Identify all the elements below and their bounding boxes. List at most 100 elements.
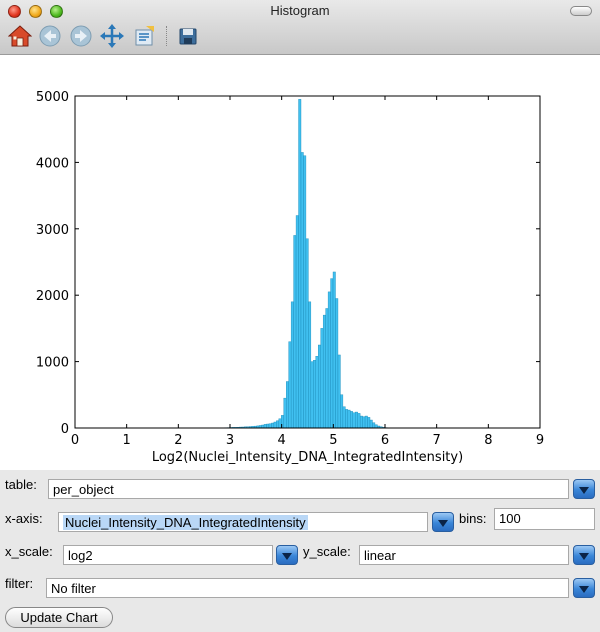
toolbar-toggle-button[interactable] — [570, 6, 592, 16]
x-axis-label: Log2(Nuclei_Intensity_DNA_IntegratedInte… — [152, 450, 463, 465]
x-scale-select[interactable]: log2 — [63, 545, 273, 565]
histogram-bar — [330, 278, 334, 429]
controls-panel: table: per_object x-axis: Nuclei_Intensi… — [0, 470, 600, 632]
histogram-chart[interactable]: 0 1 2 3 4 5 6 7 8 9 0 1000 2000 3000 4000 5000 Log2(Nuc… — [0, 55, 600, 470]
x-tick-label: 5 — [329, 433, 337, 448]
x-axis-label-field: x-axis: — [5, 511, 43, 526]
histogram-bar — [340, 394, 344, 429]
x-tick-label: 6 — [381, 433, 389, 448]
histogram-bar — [266, 423, 270, 429]
histogram-bar — [310, 361, 314, 429]
histogram-bar — [268, 423, 272, 429]
bins-label: bins: — [459, 511, 487, 526]
histogram-bar — [347, 409, 351, 429]
histogram-bar — [273, 421, 277, 429]
histogram-bar — [342, 406, 346, 429]
x-tick-label: 0 — [71, 433, 79, 448]
histogram-bar — [300, 152, 304, 429]
x-tick-label: 1 — [123, 433, 131, 448]
configure-subplots-icon[interactable] — [132, 24, 156, 48]
y-tick-label: 2000 — [36, 289, 69, 304]
histogram-bar — [286, 381, 289, 429]
histogram-bar — [313, 360, 316, 429]
histogram-bar — [290, 301, 294, 429]
filter-value: No filter — [51, 581, 96, 596]
histogram-bar — [318, 344, 321, 429]
y-tick-label: 4000 — [36, 156, 69, 171]
histogram-bar — [325, 308, 329, 429]
save-icon[interactable] — [176, 24, 200, 48]
histogram-bar — [295, 215, 299, 429]
histogram-bar — [293, 235, 297, 429]
zoom-window-button[interactable] — [50, 5, 63, 18]
y-tick-label: 0 — [61, 422, 69, 437]
title-bar: Histogram — [0, 0, 600, 55]
histogram-bar — [355, 411, 358, 429]
x-tick-label: 3 — [226, 433, 234, 448]
histogram-bar — [305, 238, 309, 429]
histogram-bar — [276, 420, 280, 429]
plot-area: 0 1 2 3 4 5 6 7 8 9 0 1000 2000 3000 4000 5000 Log2(Nuc… — [0, 55, 600, 470]
table-value: per_object — [53, 482, 114, 497]
histogram-bar — [335, 298, 339, 429]
histogram-bar — [263, 424, 267, 429]
x-tick-label: 9 — [536, 433, 544, 448]
histogram-bar — [308, 301, 312, 429]
histogram-bar — [288, 341, 292, 429]
histogram-bar — [322, 314, 326, 429]
x-scale-value: log2 — [68, 548, 93, 563]
histogram-bar — [271, 422, 275, 429]
y-tick-label: 3000 — [36, 223, 69, 238]
y-tick-label: 1000 — [36, 356, 69, 371]
filter-label: filter: — [5, 576, 34, 591]
toolbar-separator — [166, 26, 167, 46]
histogram-bar — [350, 411, 353, 429]
histogram-bar — [367, 417, 371, 429]
table-label: table: — [5, 477, 37, 492]
x-scale-dropdown-button[interactable] — [276, 545, 298, 565]
filter-select[interactable]: No filter — [46, 578, 569, 598]
histogram-bar — [278, 418, 282, 429]
x-scale-label: x_scale: — [5, 544, 53, 559]
y-scale-value: linear — [364, 548, 396, 563]
histogram-bar — [357, 413, 361, 429]
x-tick-label: 8 — [484, 433, 492, 448]
close-window-button[interactable] — [8, 5, 21, 18]
histogram-bar — [359, 415, 363, 429]
histogram-bar — [283, 397, 287, 429]
forward-icon[interactable] — [69, 24, 93, 48]
home-icon[interactable] — [8, 24, 32, 48]
x-axis-value: Nuclei_Intensity_DNA_IntegratedIntensity — [63, 515, 308, 530]
histogram-bar — [303, 155, 307, 429]
histogram-bar — [352, 412, 356, 429]
table-select[interactable]: per_object — [48, 479, 569, 499]
pan-icon[interactable] — [100, 24, 124, 48]
histogram-bar — [345, 409, 349, 429]
histogram-bar — [337, 354, 341, 429]
histogram-bar — [298, 99, 302, 429]
bins-input[interactable]: 100 — [494, 508, 595, 530]
y-scale-select[interactable]: linear — [359, 545, 569, 565]
window-title: Histogram — [270, 3, 330, 18]
x-tick-label: 2 — [174, 433, 182, 448]
x-axis-select[interactable]: Nuclei_Intensity_DNA_IntegratedIntensity — [58, 512, 428, 532]
histogram-bar — [372, 422, 376, 429]
minimize-window-button[interactable] — [29, 5, 42, 18]
x-tick-label: 7 — [433, 433, 441, 448]
filter-dropdown-button[interactable] — [573, 578, 595, 598]
x-axis-dropdown-button[interactable] — [432, 512, 454, 532]
histogram-bar — [315, 356, 319, 429]
histogram-bar — [362, 416, 366, 429]
y-tick-label: 5000 — [36, 90, 69, 105]
back-icon[interactable] — [38, 24, 62, 48]
table-dropdown-button[interactable] — [573, 479, 595, 499]
histogram-bar — [327, 291, 331, 429]
update-chart-button[interactable]: Update Chart — [5, 607, 113, 628]
x-tick-label: 4 — [278, 433, 286, 448]
histogram-bar — [332, 271, 336, 429]
histogram-bar — [369, 419, 373, 429]
histogram-bar — [364, 415, 368, 429]
histogram-bar — [320, 328, 324, 429]
y-scale-dropdown-button[interactable] — [573, 545, 595, 565]
